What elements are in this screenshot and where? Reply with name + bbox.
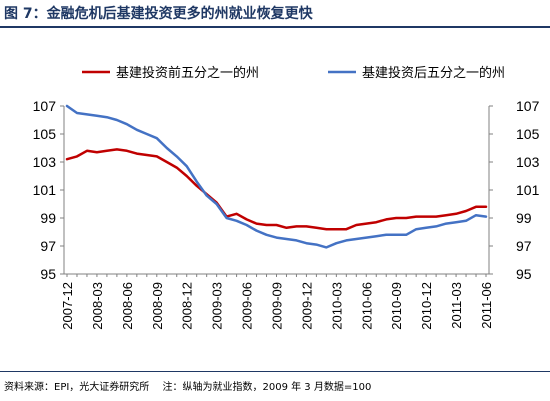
y-tick-label-right: 101 <box>516 182 540 198</box>
x-tick-label: 2008-09 <box>150 282 165 330</box>
chart-footer: 资料来源：EPI，光大证券研究所 注：纵轴为就业指数，2009 年 3 月数据=… <box>4 378 381 393</box>
y-tick-label-left: 95 <box>40 266 56 282</box>
source-note: 资料来源：EPI，光大证券研究所 <box>4 382 150 393</box>
x-tick-label: 2011-03 <box>449 282 464 329</box>
y-tick-label-left: 99 <box>40 210 56 226</box>
y-tick-label-left: 97 <box>40 238 56 254</box>
y-tick-label-right: 107 <box>516 98 540 114</box>
y-tick-label-left: 105 <box>33 126 57 142</box>
x-tick-label: 2010-09 <box>389 282 404 330</box>
x-tick-label: 2010-06 <box>359 282 374 330</box>
series-line-1 <box>65 148 488 231</box>
x-tick-label: 2009-03 <box>210 282 225 330</box>
y-tick-label-right: 97 <box>516 238 532 254</box>
y-tick-label-right: 99 <box>516 210 532 226</box>
series-line-2 <box>65 104 488 249</box>
x-tick-label: 2009-06 <box>240 282 255 330</box>
y-tick-label-left: 107 <box>33 98 57 114</box>
x-tick-label: 2007-12 <box>60 282 75 330</box>
line-chart: 基建投资前五分之一的州 基建投资后五分之一的州 95 95 97 97 99 99 101 10… <box>33 65 540 330</box>
y-tick-label-right: 103 <box>516 154 540 170</box>
legend-label-2: 基建投资后五分之一的州 <box>362 65 505 81</box>
title-bar: 图 7：金融危机后基建投资更多的州就业恢复更快 <box>0 0 550 28</box>
chart-lines <box>65 104 488 249</box>
axis-note: 注：纵轴为就业指数，2009 年 3 月数据=100 <box>162 382 372 393</box>
footer-divider <box>0 371 550 372</box>
x-tick-label: 2010-03 <box>329 282 344 330</box>
x-tick-label: 2008-06 <box>120 282 135 330</box>
y-tick-label-right: 95 <box>516 266 532 282</box>
x-tick-label: 2010-12 <box>419 282 434 330</box>
figure-title: 图 7：金融危机后基建投资更多的州就业恢复更快 <box>4 6 313 22</box>
x-tick-label: 2011-06 <box>479 282 494 329</box>
x-tick-label: 2008-12 <box>180 282 195 330</box>
legend-label-1: 基建投资前五分之一的州 <box>116 65 259 81</box>
chart-axes: 95 95 97 97 99 99 101 101 103 103 105 105 107 107 2007… <box>33 98 540 330</box>
x-tick-label: 2008-03 <box>90 282 105 330</box>
y-tick-label-right: 105 <box>516 126 540 142</box>
y-tick-label-left: 101 <box>33 182 57 198</box>
x-tick-label: 2009-12 <box>299 282 314 330</box>
x-tick-label: 2009-09 <box>270 282 285 330</box>
chart-legend: 基建投资前五分之一的州 基建投资后五分之一的州 <box>82 65 505 81</box>
y-tick-label-left: 103 <box>33 154 57 170</box>
